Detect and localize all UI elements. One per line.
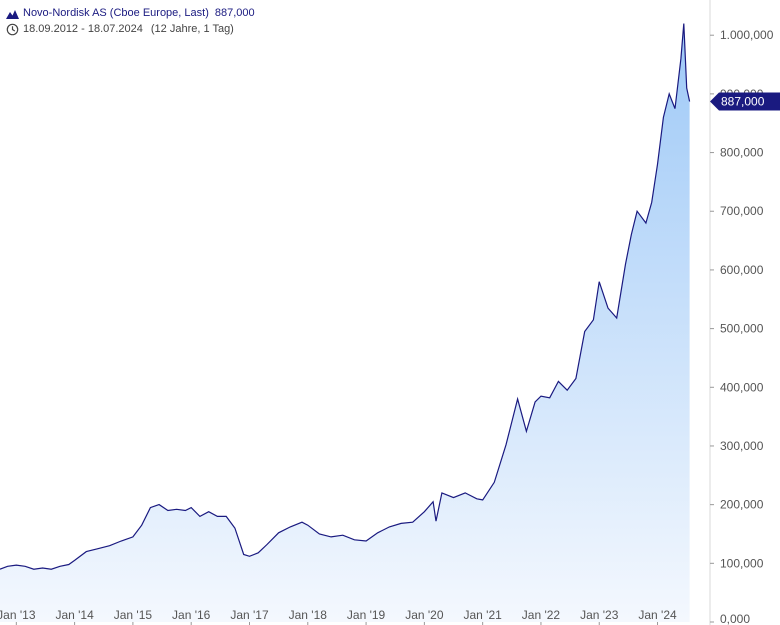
y-tick-label: 600,000 <box>720 263 764 277</box>
x-tick-label: Jan '16 <box>172 608 211 622</box>
y-tick-label: 200,000 <box>720 498 764 512</box>
y-tick-label: 700,000 <box>720 204 764 218</box>
last-price-label-text: 887,000 <box>721 95 765 109</box>
y-tick-label: 1.000,000 <box>720 28 774 42</box>
duration-label: (12 Jahre, 1 Tag) <box>150 23 234 35</box>
x-tick-label: Jan '15 <box>114 608 153 622</box>
x-axis: Jan '13 Jan '14 Jan '15 Jan '16 Jan '17 Jan '… <box>0 608 677 625</box>
y-tick-label: 500,000 <box>720 322 764 336</box>
last-price-label-background <box>710 92 780 111</box>
y-tick-label: 100,000 <box>720 556 764 570</box>
x-tick-label: Jan '17 <box>230 608 269 622</box>
last-price-label: 887,000 <box>710 92 780 111</box>
x-tick-label: Jan '23 <box>580 608 619 622</box>
x-tick-label: Jan '22 <box>522 608 561 622</box>
x-tick-label: Jan '19 <box>347 608 386 622</box>
y-tick-label: 400,000 <box>720 380 764 394</box>
chart-legend: Novo-Nordisk AS (Cboe Europe, Last) 887,… <box>6 5 255 37</box>
series-last-value: 887,000 <box>214 7 255 19</box>
legend-series-row: Novo-Nordisk AS (Cboe Europe, Last) 887,… <box>6 5 255 21</box>
x-tick-label: Jan '21 <box>463 608 502 622</box>
x-tick-label: Jan '14 <box>55 608 94 622</box>
x-tick-label: Jan '20 <box>405 608 444 622</box>
y-tick-label: 800,000 <box>720 146 764 160</box>
series-area-fill <box>0 23 690 622</box>
x-tick-label: Jan '18 <box>289 608 328 622</box>
series-name: Novo-Nordisk AS (Cboe Europe, Last) <box>23 7 209 19</box>
x-tick-label: Jan '24 <box>638 608 677 622</box>
y-tick-label: 300,000 <box>720 439 764 453</box>
date-range: 18.09.2012 - 18.07.2024 <box>23 23 143 35</box>
x-tick-label: Jan '13 <box>0 608 36 622</box>
series-line <box>0 23 691 570</box>
y-tick-label: 0,000 <box>720 612 750 625</box>
y-axis: 0,000 100,000 200,000 300,000 400,000 500,000… <box>710 28 774 625</box>
clock-icon <box>6 23 19 35</box>
mountain-chart-icon <box>6 9 19 19</box>
legend-range-row: 18.09.2012 - 18.07.2024 (12 Jahre, 1 Tag… <box>6 21 255 37</box>
